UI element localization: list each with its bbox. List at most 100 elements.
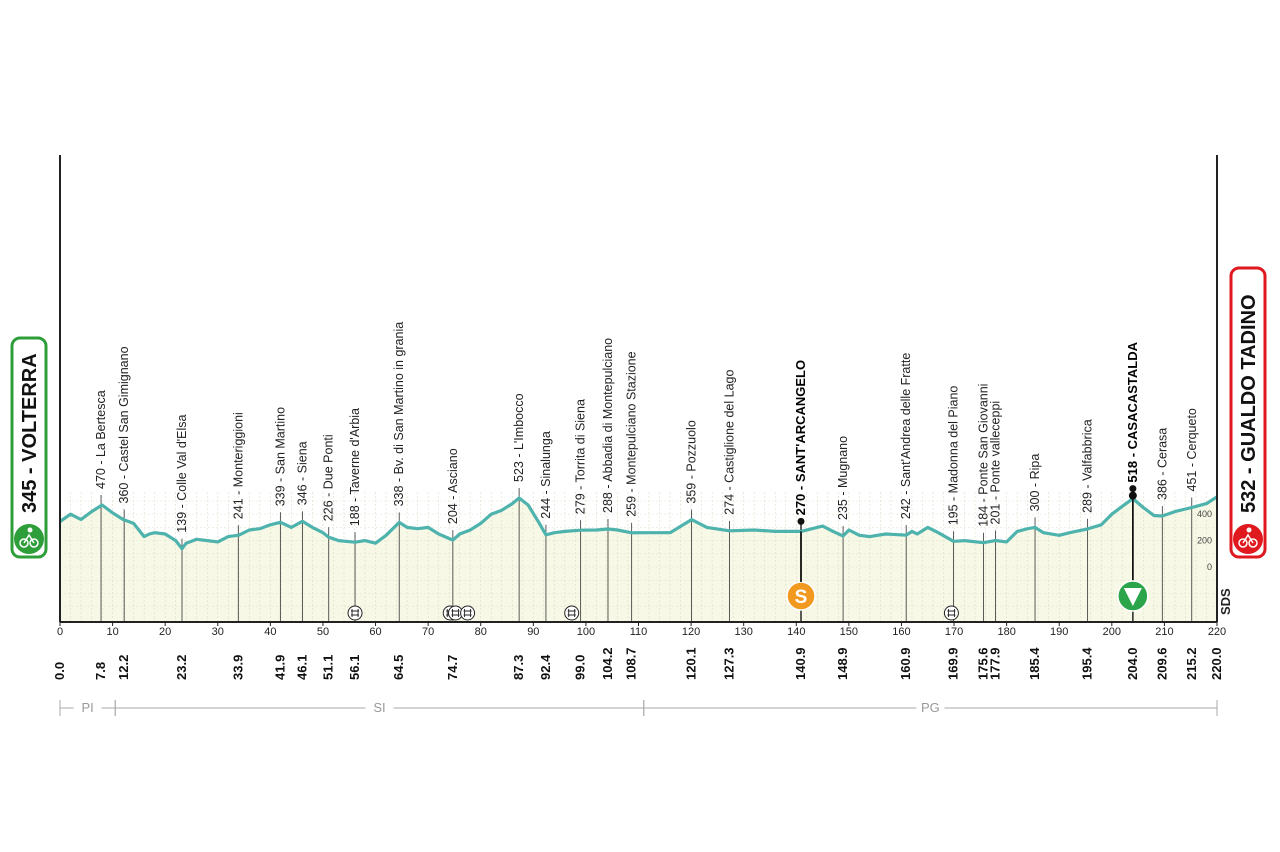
x-tick-label: 160 [892,626,910,638]
level-crossing-circle [347,605,363,621]
brand-logo: SDS [1218,588,1233,615]
location-label: 270 - SANT'ARCANGELO [793,360,808,516]
km-label: 175.6 [976,647,991,680]
start-badge: 345 - VOLTERRA [10,336,48,559]
region-label: PG [921,700,940,715]
km-label: 108.7 [624,647,639,680]
location-label: 244 - Sinalunga [539,431,553,519]
km-label: 185.4 [1027,647,1042,680]
x-tick-label: 80 [475,626,487,638]
region-bars: PI SI PG [59,700,1218,716]
y-axis-labels: 0 200 400 [1197,509,1212,572]
location-label: 226 - Due Ponti [322,434,336,521]
level-crossing-icon [943,605,959,621]
level-crossing-icon [564,605,580,621]
km-label: 92.4 [538,654,553,680]
kom-triangle-icon [1123,588,1142,606]
x-tick-label: 170 [945,626,963,638]
km-label: 99.0 [573,655,588,680]
location-label: 470 - La Bertesca [94,390,108,489]
km-label: 33.9 [230,655,245,680]
level-crossing-circle [564,605,580,621]
level-crossing-rails [567,609,576,617]
location-label: 201 - Ponte valleceppi [989,401,1003,525]
finish-badge-wheel-icon [1248,538,1258,548]
location-dot [1129,485,1137,493]
finish-badge-wheel-icon [1238,538,1248,548]
location-label: 139 - Colle Val d'Elsa [175,414,189,532]
region-label-bg [365,700,394,716]
x-tick-label: 210 [1155,626,1173,638]
km-label: 0.0 [52,662,67,680]
location-label: 279 - Torrita di Siena [574,399,588,514]
location-label: 339 - San Martino [273,407,287,506]
location-label: 242 - Sant'Andrea delle Fratte [899,353,913,519]
location-markers: 470 - La Bertesca 360 - Castel San Gimign… [94,322,1199,622]
x-tick-label: 60 [369,626,381,638]
location-label: 259 - Montepulciano Stazione [625,351,639,516]
start-badge-label: 345 - VOLTERRA [19,353,41,513]
x-tick-label: 220 [1208,626,1226,638]
level-crossing-circle [460,605,476,621]
location-label: 195 - Madonna del Piano [947,386,961,526]
x-tick-label: 50 [317,626,329,638]
location-label: 274 - Castiglione del Lago [723,370,737,515]
km-label: 160.9 [898,647,913,680]
location-label: 346 - Siena [295,441,309,505]
x-tick-label: 10 [106,626,118,638]
kom-dot [1128,491,1137,500]
x-tick-label: 140 [787,626,805,638]
x-tick-label: 190 [1050,626,1068,638]
km-label: 46.1 [294,655,309,680]
y-tick-label: 400 [1197,509,1212,519]
location-label: 288 - Abbadia di Montepulciano [601,338,615,513]
x-tick-label: 30 [212,626,224,638]
level-crossing-circle [943,605,959,621]
location-label: 360 - Castel San Gimignano [117,346,131,503]
km-label: 56.1 [347,655,362,680]
location-dot [797,517,805,525]
km-label: 209.6 [1154,647,1169,680]
start-badge-frame-icon [23,533,35,544]
level-crossing-rails [351,609,360,617]
location-label: 359 - Pozzuolo [685,420,699,503]
km-label: 120.1 [684,647,699,680]
x-tick-label: 150 [840,626,858,638]
km-label: 195.4 [1080,647,1095,680]
level-crossing-icons [347,605,959,621]
y-tick-label: 0 [1207,562,1212,572]
region-label-bg [916,700,945,716]
sprint-symbol: S [795,587,808,608]
start-badge-wheel-icon [19,538,29,548]
start-badge-frame [10,336,48,559]
x-tick-label: 40 [264,626,276,638]
profile-line-group [59,495,1218,551]
region-label: PI [81,700,93,715]
level-crossing-rails [947,609,956,617]
finish-badge-label: 532 - GUALDO TADINO [1238,294,1260,513]
location-label: 386 - Cerasa [1155,428,1169,500]
km-label: 215.2 [1184,647,1199,680]
km-label: 169.9 [946,647,961,680]
km-label: 64.5 [391,655,406,680]
km-label: 104.2 [600,647,615,680]
location-label: 451 - Cerqueto [1185,408,1199,491]
x-tick-label: 100 [577,626,595,638]
sprint-kom-markers: S [786,491,1149,612]
start-badge-rider-icon [27,527,33,533]
y-tick-label: 200 [1197,536,1212,546]
finish-badge-rider-icon [1246,527,1252,533]
location-label: 289 - Valfabbrica [1081,419,1095,513]
x-tick-label: 130 [735,626,753,638]
level-crossing-icon [460,605,476,621]
finish-badge-frame [1229,266,1267,559]
x-tick-label: 0 [57,626,63,638]
km-label: 177.9 [988,647,1003,680]
x-tick-label: 180 [997,626,1015,638]
x-tick-label: 120 [682,626,700,638]
km-label: 140.9 [793,647,808,680]
km-label: 148.9 [835,647,850,680]
km-label: 204.0 [1125,647,1140,680]
km-label: 127.3 [722,647,737,680]
